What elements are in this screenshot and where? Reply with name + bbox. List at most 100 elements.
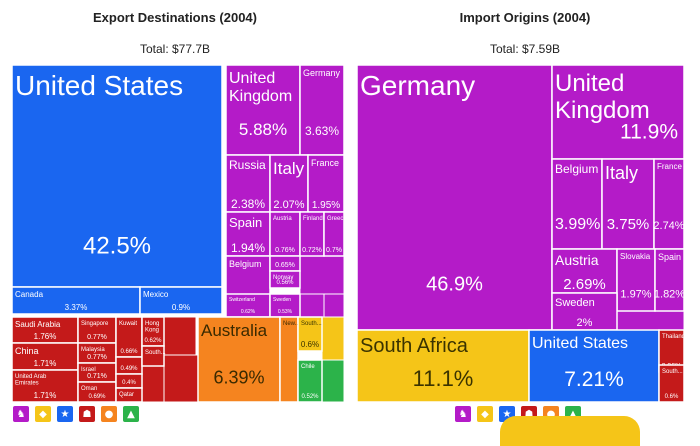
export-tile-name: Finland <box>303 216 323 222</box>
import-tile-spain[interactable]: Spain 1.82% <box>654 248 685 312</box>
export-tile-russia[interactable]: Russia 2.38% <box>225 154 271 213</box>
import-tile-name: South Africa <box>360 335 469 357</box>
export-filler-tile <box>321 316 345 361</box>
export-tile-value: 1.94% <box>231 241 265 255</box>
export-tile-value: 0.56% <box>276 280 294 286</box>
export-tile-switzerland[interactable]: Switzerland 0.62% <box>225 293 271 318</box>
export-tile-name: Russia <box>229 158 266 172</box>
export-tile-value: 0.62% <box>241 309 256 315</box>
import-tile-united-states[interactable]: United States 7.21% <box>528 329 660 403</box>
import-tile-italy[interactable]: Italy 3.75% <box>601 158 655 250</box>
export-tile-rect <box>225 211 271 257</box>
export-tile-united-states[interactable]: United States 42.5% <box>11 64 223 288</box>
export-tile-australia[interactable]: Australia 6.39% <box>197 316 281 403</box>
export-tile-rect <box>141 345 165 367</box>
import-tile-name: Kingdom <box>555 97 650 124</box>
export-tile-italy[interactable]: Italy 2.07% <box>269 154 309 213</box>
export-tile-other[interactable]: 0.4% <box>115 373 143 389</box>
export-tile-finland[interactable]: Finland 0.72% <box>299 211 325 257</box>
export-tile-sweden[interactable]: Sweden 0.53% <box>269 293 301 318</box>
export-tile-rect <box>11 369 79 403</box>
south-america-icon[interactable]: ▲ <box>123 406 139 422</box>
export-tile-name: Sweden <box>273 297 291 303</box>
export-tile-rect <box>297 359 323 403</box>
export-tile-value: 42.5% <box>83 233 151 260</box>
import-tile-value: 1.82% <box>654 288 685 300</box>
export-tile-spain[interactable]: Spain 1.94% <box>225 211 271 257</box>
export-tile-other[interactable]: 0.65% <box>269 255 301 272</box>
export-tile-name: Kuwait <box>119 321 137 327</box>
europe-icon[interactable]: ♞ <box>13 406 29 422</box>
export-tile-name: Italy <box>273 159 305 178</box>
import-tile-rect <box>616 248 656 312</box>
export-tile-value: 1.71% <box>34 391 57 400</box>
export-tile-name: Australia <box>201 321 268 340</box>
america-icon[interactable]: ★ <box>57 406 73 422</box>
export-tile-rect <box>323 211 345 257</box>
export-tile-chile[interactable]: Chile 0.52% <box>297 359 323 403</box>
export-tile-name: Hong <box>145 321 159 327</box>
export-tile-oman[interactable]: Oman 0.69% <box>77 381 117 403</box>
export-tile-other[interactable]: 0.49% <box>115 356 143 375</box>
export-filler-tile <box>299 293 325 318</box>
import-tile-value: 2.69% <box>563 276 606 293</box>
europe-icon[interactable]: ♞ <box>455 406 471 422</box>
import-tile-slovakia[interactable]: Slovakia 1.97% <box>616 248 656 312</box>
import-tile-austria[interactable]: Austria 2.69% <box>551 248 618 294</box>
import-tile-rect <box>528 329 660 403</box>
oceania-icon[interactable]: ● <box>101 406 117 422</box>
export-tile-canada[interactable]: Canada 3.37% <box>11 286 141 315</box>
export-tile-new[interactable]: New... <box>279 316 300 403</box>
africa-icon[interactable]: ◆ <box>477 406 493 422</box>
export-tile-saudi-arabia[interactable]: Saudi Arabia 1.76% <box>11 316 79 344</box>
export-tile-value: 0.7% <box>326 247 342 254</box>
import-tile-germany[interactable]: Germany 46.9% <box>356 64 553 331</box>
export-tile-china[interactable]: China 1.71% <box>11 342 79 371</box>
export-tile-germany[interactable]: Germany 3.63% <box>299 64 345 156</box>
export-tile-value: 0.9% <box>172 303 190 312</box>
export-tile-name: Norway <box>273 275 293 281</box>
export-tile-france[interactable]: France 1.95% <box>307 154 345 213</box>
import-tile-name: Slovakia <box>620 252 651 261</box>
import-tile-name: Italy <box>605 163 638 183</box>
export-filler-tile <box>321 359 345 403</box>
asia-icon[interactable]: ☗ <box>79 406 95 422</box>
import-tile-name: Belgium <box>555 162 598 176</box>
export-tile-name: Kong <box>145 328 159 334</box>
africa-icon[interactable]: ◆ <box>35 406 51 422</box>
import-tile-value: 2.74% <box>653 220 684 232</box>
export-tile-value: 1.95% <box>312 200 340 211</box>
export-tile-singapore[interactable]: Singapore 0.77% <box>77 316 117 344</box>
export-tile-qatar[interactable]: Qatar <box>115 387 143 403</box>
export-tile-south[interactable]: South... <box>141 345 166 367</box>
export-tile-greece[interactable]: Greece 0.7% <box>323 211 347 257</box>
import-tile-south-africa[interactable]: South Africa 11.1% <box>356 329 530 403</box>
export-tile-south[interactable]: South... 0.6% <box>297 316 323 352</box>
import-tile-rect <box>653 158 685 250</box>
import-tile-sweden[interactable]: Sweden 2% <box>551 292 618 331</box>
import-tile-name: Sweden <box>555 297 595 309</box>
import-tile-name: United <box>555 70 624 97</box>
export-tile-austria[interactable]: Austria 0.76% <box>269 211 301 257</box>
export-tile-kuwait[interactable]: Kuwait 0.66% <box>115 316 143 358</box>
import-tile-france[interactable]: France 2.74% <box>653 158 685 250</box>
export-tile-value: 2.38% <box>231 197 265 211</box>
export-tile-name: Israel <box>81 367 96 373</box>
import-tile-south[interactable]: South... 0.6% <box>658 364 685 403</box>
import-tile-name: United States <box>532 335 628 352</box>
export-tile-rect <box>115 387 143 403</box>
import-tile-name: Thailand <box>662 334 685 340</box>
export-tile-name: New... <box>283 321 300 327</box>
export-tile-rect <box>297 316 323 352</box>
import-tile-belgium[interactable]: Belgium 3.99% <box>551 158 603 250</box>
chat-bubble-tab[interactable] <box>500 416 640 446</box>
export-tile-value: 5.88% <box>239 120 287 139</box>
